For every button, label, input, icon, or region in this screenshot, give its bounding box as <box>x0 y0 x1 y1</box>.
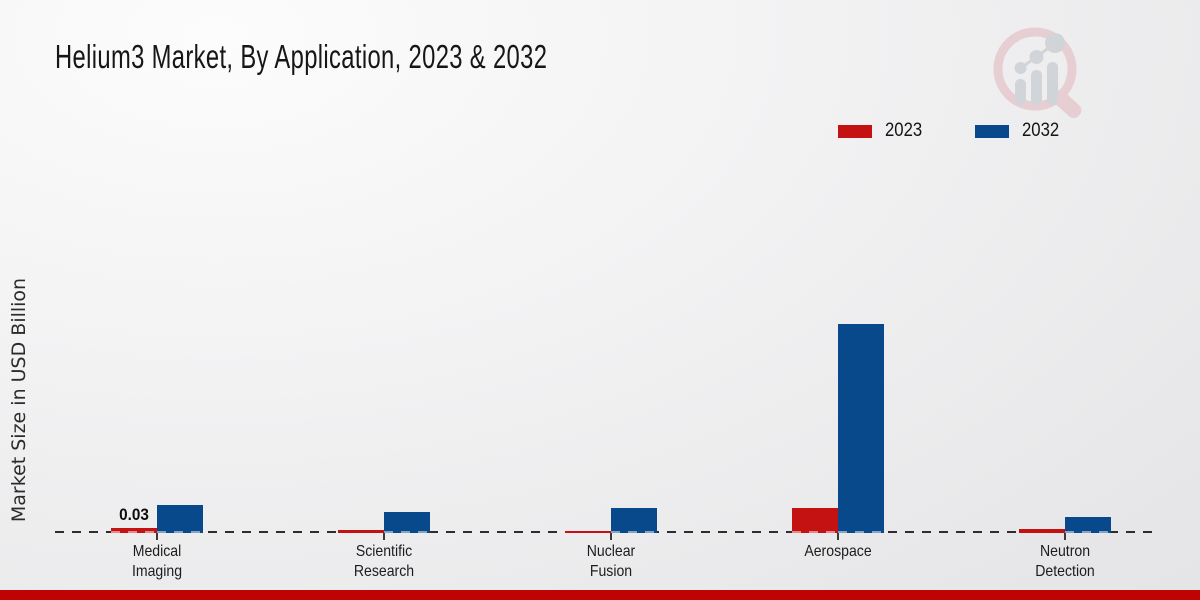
category-label: Nuclear Fusion <box>586 543 636 580</box>
market-research-watermark-logo <box>993 27 1082 119</box>
bar-2032-scientific-research <box>384 511 430 534</box>
x-axis-tick <box>837 533 839 540</box>
chart-legend: 2023 2032 <box>838 120 1065 142</box>
bar-2023-scientific-research <box>338 530 384 533</box>
category-label: Scientific Research <box>353 543 415 580</box>
legend-label: 2032 <box>1022 120 1060 141</box>
bar-2023-neutron-detection <box>1019 529 1065 533</box>
category-label: Aerospace <box>804 543 872 560</box>
magnifier-icon <box>993 27 1082 119</box>
legend-swatch <box>975 124 1010 138</box>
bar-2032-medical-imaging <box>157 504 203 534</box>
bar-2023-nuclear-fusion <box>565 531 611 533</box>
bar-value-label: 0.03 <box>119 504 149 524</box>
bar-2023-medical-imaging <box>111 527 157 534</box>
bar-2032-aerospace <box>838 324 884 533</box>
bar-2032-neutron-detection <box>1065 517 1111 533</box>
x-axis-tick <box>156 533 158 540</box>
bar-2023-aerospace <box>792 508 838 533</box>
x-axis-tick <box>610 533 612 540</box>
category-label: Neutron Detection <box>1035 543 1095 580</box>
growth-bars-icon <box>1014 33 1065 105</box>
chart-title: Helium3 Market, By Application, 2023 & 2… <box>55 38 548 75</box>
legend-swatch <box>838 124 872 138</box>
legend-item: 2032 <box>975 120 1064 142</box>
x-axis-tick <box>1064 533 1066 540</box>
legend-label: 2023 <box>885 120 923 141</box>
x-axis-tick <box>383 533 385 540</box>
bar-2032-nuclear-fusion <box>611 508 657 533</box>
legend-item: 2023 <box>838 120 927 142</box>
category-label: Medical Imaging <box>131 543 183 580</box>
footer-accent-bar <box>0 590 1200 600</box>
